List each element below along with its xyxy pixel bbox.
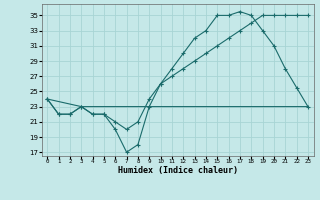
X-axis label: Humidex (Indice chaleur): Humidex (Indice chaleur) [118,166,237,175]
